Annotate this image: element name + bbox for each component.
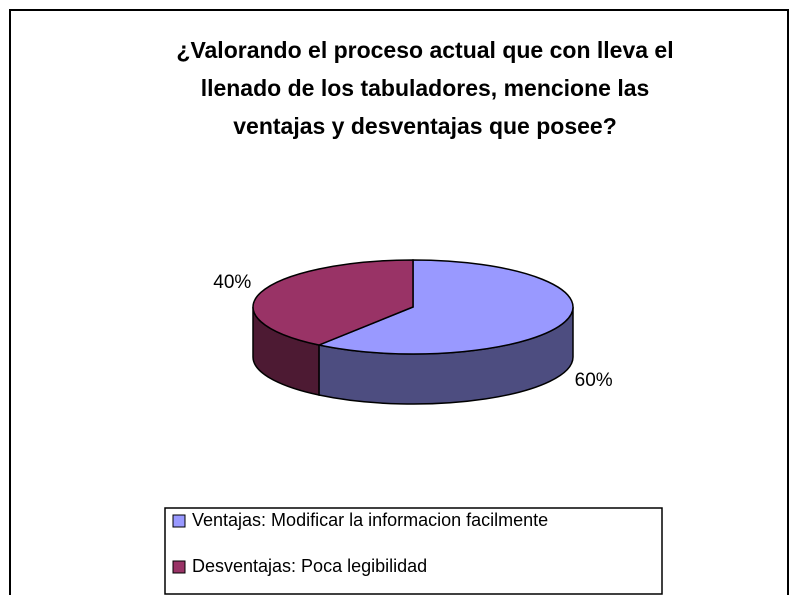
legend-swatch <box>172 514 186 528</box>
title-line: ¿Valorando el proceso actual que con lle… <box>176 37 673 63</box>
pie: 60% 40% <box>213 259 613 405</box>
pie-tops <box>252 259 574 355</box>
data-label: 40% <box>213 272 251 293</box>
legend: Ventajas: Modificar la informacion facil… <box>172 510 548 576</box>
legend-label: Ventajas: Modificar la informacion facil… <box>192 510 548 530</box>
legend-label: Desventajas: Poca legibilidad <box>192 556 427 576</box>
legend-swatch <box>172 560 186 574</box>
legend-box <box>164 507 663 595</box>
chart-title: ¿Valorando el proceso actual que con lle… <box>176 37 673 139</box>
title-line: ventajas y desventajas que posee? <box>233 113 617 139</box>
pie-slice-top <box>252 259 414 346</box>
data-label: 60% <box>575 370 613 391</box>
pie-slice-top <box>316 259 574 355</box>
title-line: llenado de los tabuladores, mencione las <box>201 75 650 101</box>
